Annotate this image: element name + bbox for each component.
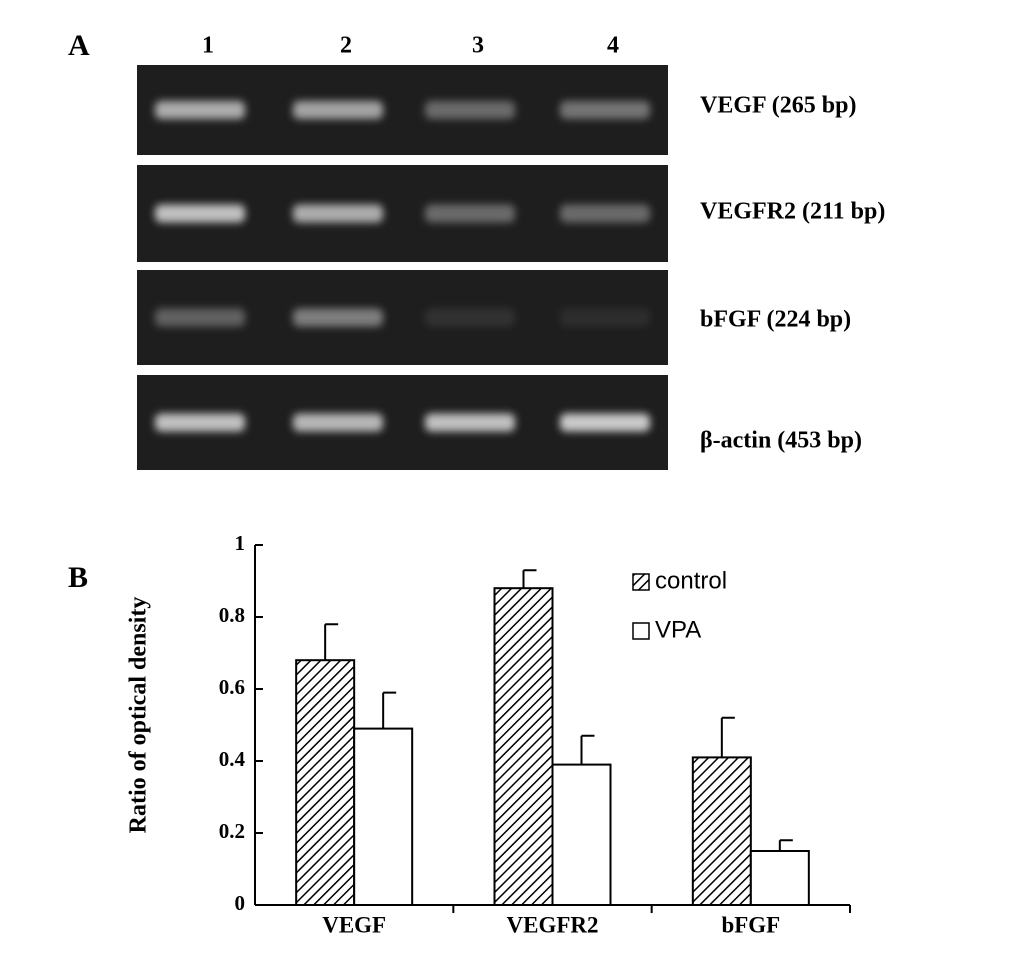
- lane-label: 3: [472, 33, 484, 59]
- gel-band: [155, 101, 245, 119]
- y-tick-label: 0.6: [219, 675, 245, 699]
- gel-band: [155, 204, 245, 223]
- bar: [295, 659, 356, 907]
- x-tick-label: VEGFR2: [507, 912, 599, 937]
- gel-band: [293, 308, 383, 327]
- x-tick-label: bFGF: [721, 912, 780, 937]
- error-bar: [580, 734, 595, 765]
- gel-band: [293, 204, 383, 223]
- band-label: β-actin (453 bp): [700, 428, 862, 454]
- error-bar: [720, 716, 735, 758]
- legend-swatch: [632, 573, 650, 591]
- gel-band: [560, 204, 650, 223]
- error-bar: [522, 569, 537, 589]
- band-label: bFGF (224 bp): [700, 307, 851, 333]
- bar: [493, 587, 554, 906]
- legend-label: control: [655, 567, 727, 594]
- gel-band: [560, 101, 650, 119]
- y-axis-label: Ratio of optical density: [126, 597, 152, 834]
- legend-swatch: [632, 622, 650, 640]
- bar: [691, 756, 752, 907]
- gel-band: [155, 308, 245, 327]
- y-tick-label: 1: [235, 531, 246, 555]
- gel-band: [425, 101, 515, 119]
- gel-band: [425, 308, 515, 327]
- x-tick-label: VEGF: [322, 912, 386, 937]
- panel-label: B: [68, 561, 88, 594]
- y-tick-label: 0.4: [219, 747, 246, 771]
- gel-band: [293, 101, 383, 119]
- error-bar: [778, 839, 793, 851]
- gel-band: [425, 413, 515, 432]
- lane-label: 1: [202, 33, 214, 59]
- bar: [551, 763, 612, 906]
- gel-band: [560, 308, 650, 327]
- band-label: VEGFR2 (211 bp): [700, 199, 885, 225]
- gel-band: [425, 204, 515, 223]
- gel-band: [293, 413, 383, 432]
- y-tick-label: 0.8: [219, 603, 245, 627]
- error-bar: [382, 691, 397, 729]
- legend-label: VPA: [655, 616, 701, 643]
- panel-label: A: [68, 29, 90, 62]
- band-label: VEGF (265 bp): [700, 93, 856, 119]
- gel-band: [155, 413, 245, 432]
- y-tick-label: 0: [235, 891, 246, 915]
- bar: [353, 727, 414, 906]
- error-bar: [324, 623, 339, 661]
- gel-band: [560, 413, 650, 432]
- lane-label: 4: [607, 33, 619, 59]
- y-tick-label: 0.2: [219, 819, 245, 843]
- bar: [749, 850, 810, 906]
- gel: [137, 65, 668, 470]
- lane-label: 2: [340, 33, 352, 59]
